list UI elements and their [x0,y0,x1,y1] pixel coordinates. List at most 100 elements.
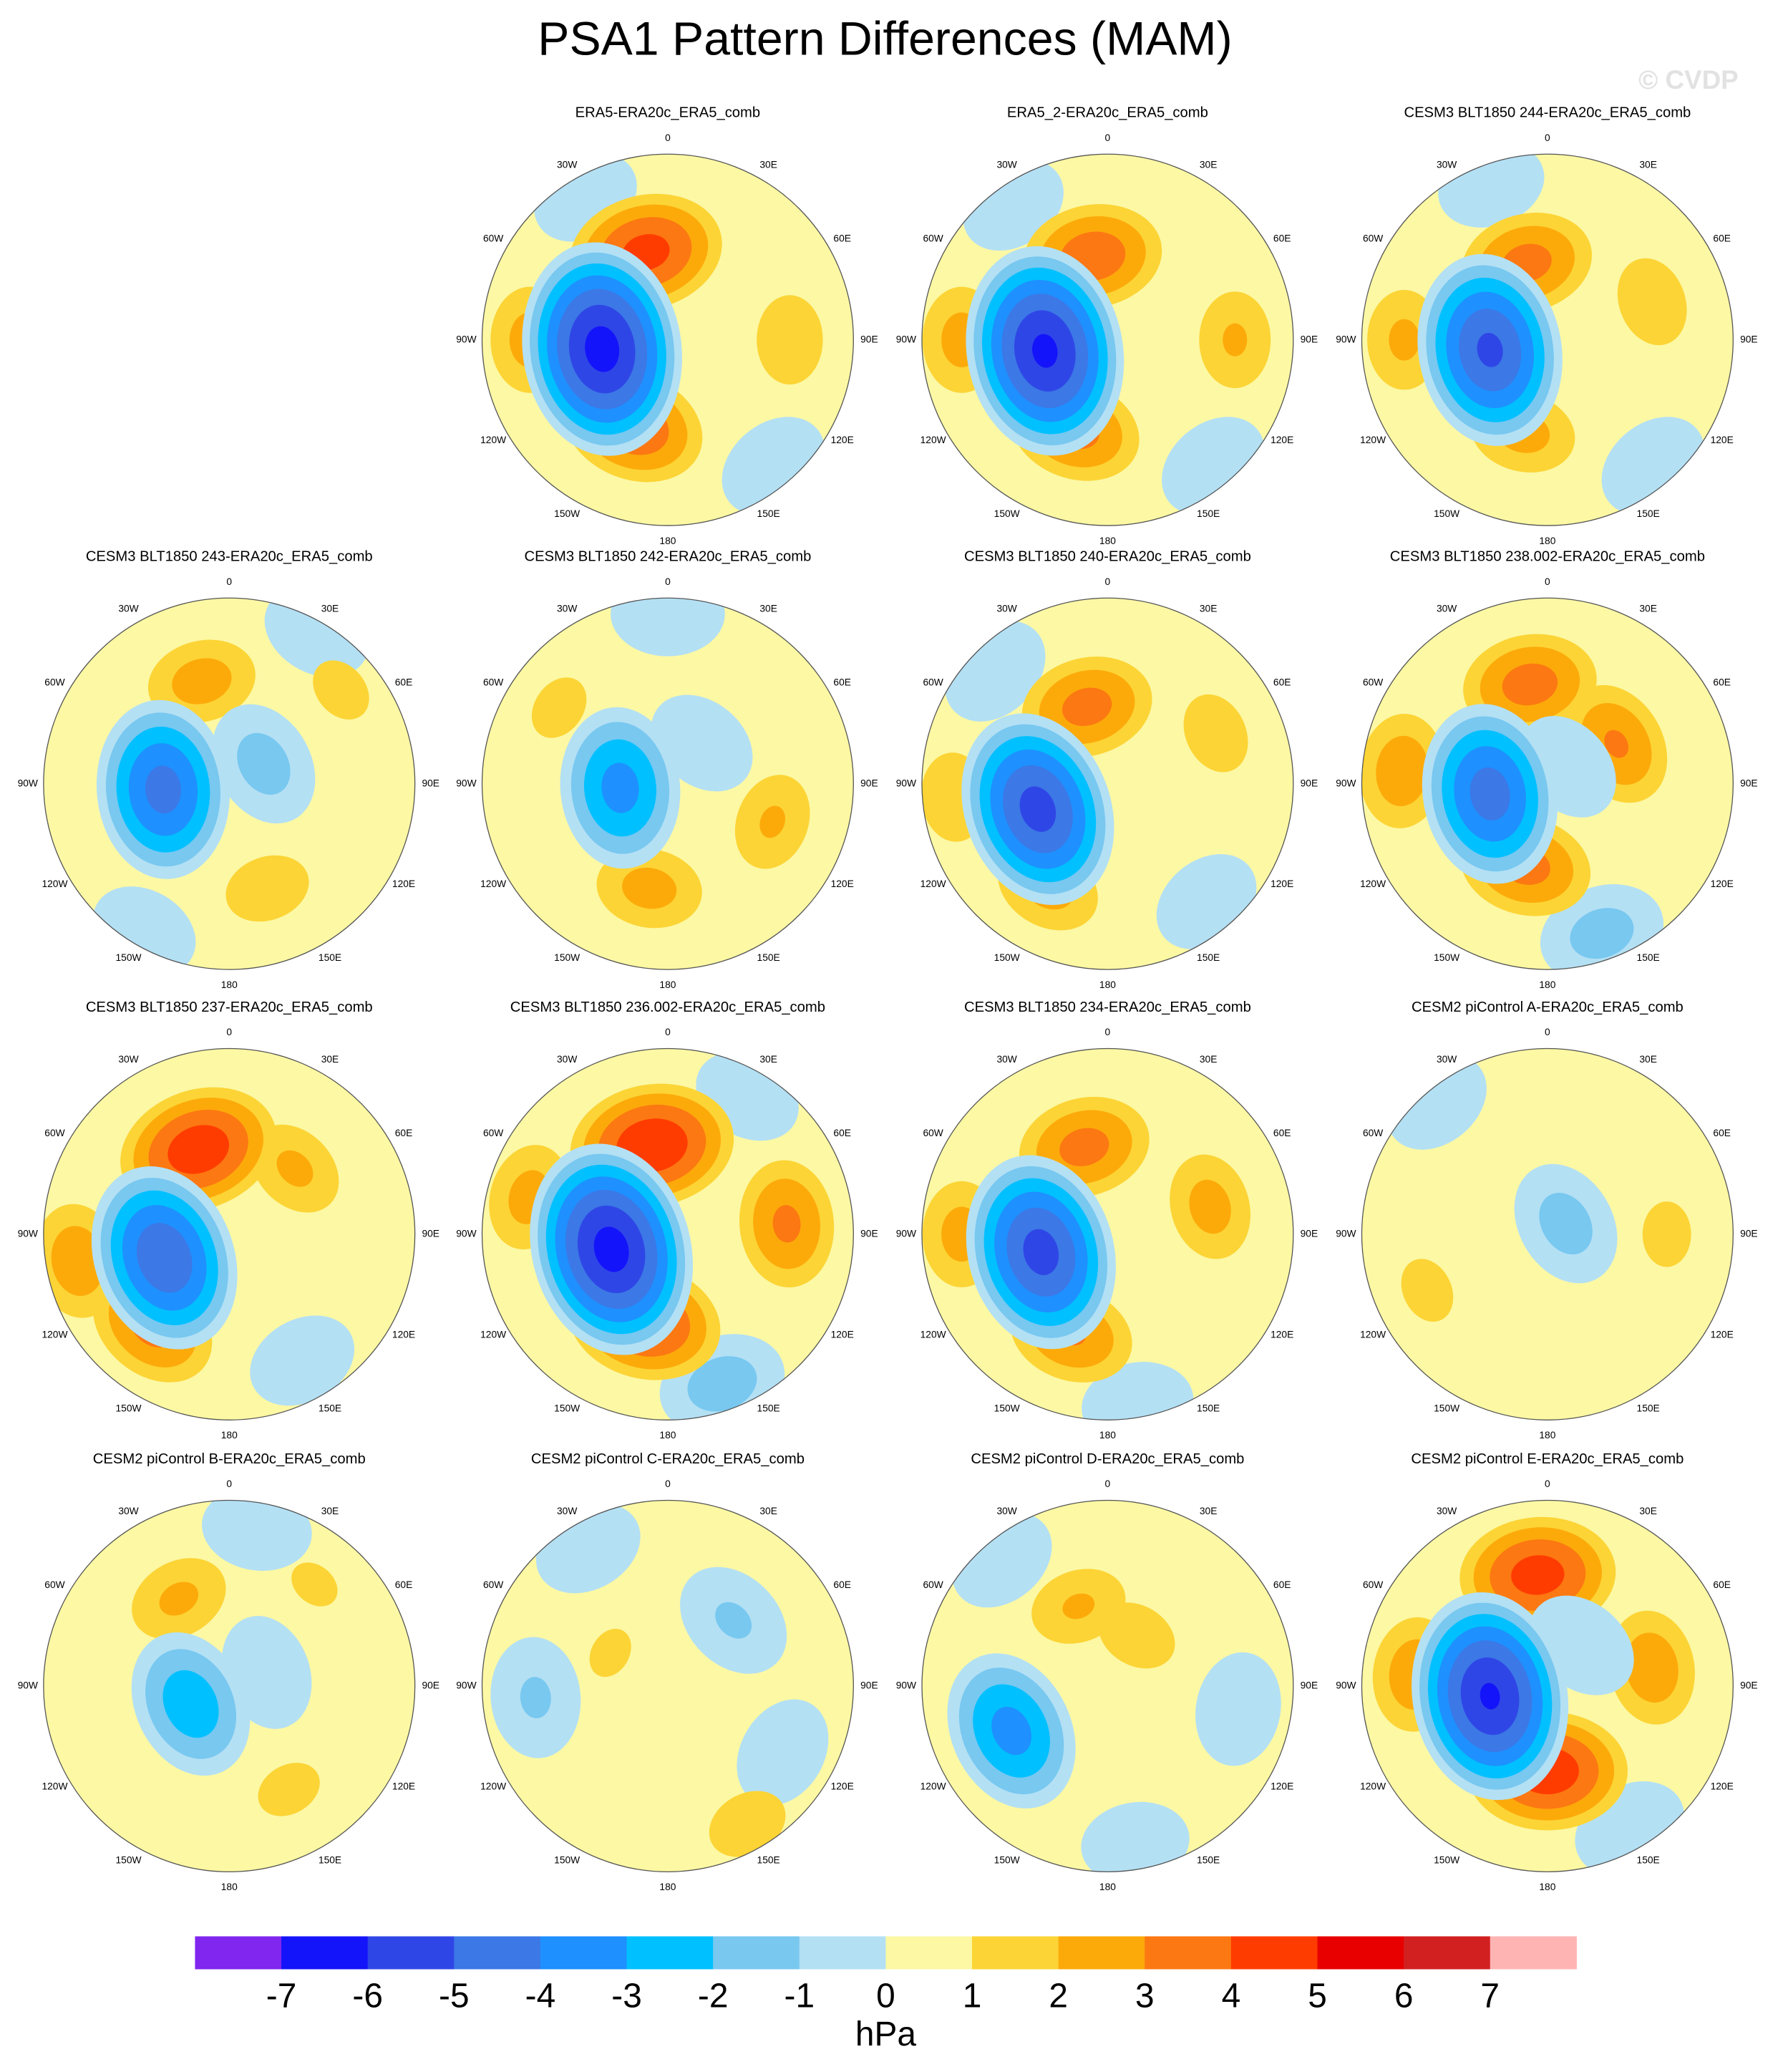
longitude-label: 60W [923,1128,943,1138]
contour-level [1617,258,1687,346]
longitude-label: 180 [1539,1882,1555,1892]
longitude-label: 90E [1740,778,1758,788]
longitude-label: 90W [896,778,916,788]
longitude-label: 90E [1301,778,1318,788]
longitude-label: 150W [554,952,580,963]
longitude-label: 60W [923,1579,943,1590]
map-panel: CESM3 BLT1850 236.002-ERA20c_ERA5_comb 0 3… [456,999,878,1441]
longitude-label: 30W [118,604,138,614]
map-panel: CESM3 BLT1850 242-ERA20c_ERA5_comb 0 30E 60… [456,549,878,990]
longitude-label: 150E [1637,508,1660,519]
longitude-label: 120E [1271,1781,1293,1791]
colorbar-tick-label: 3 [1135,1977,1155,2015]
map-panel: CESM3 BLT1850 237-ERA20c_ERA5_comb 0 30E 60… [18,999,439,1441]
longitude-label: 120W [42,1329,67,1340]
longitude-label: 150W [994,952,1020,963]
map-panel: CESM2 piControl D-ERA20c_ERA5_comb 0 30E 60… [896,1451,1318,1892]
longitude-label: 90E [860,778,878,788]
longitude-label: 150E [1197,508,1220,519]
contour-field [43,598,415,970]
longitude-label: 90W [1336,778,1356,788]
longitude-label: 60W [483,677,503,688]
longitude-label: 120W [1360,1781,1386,1791]
contour-level [757,295,823,385]
contour-level [520,1677,551,1718]
longitude-label: 30E [759,1054,777,1065]
longitude-label: 120E [1711,878,1734,889]
longitude-label: 150E [757,1854,780,1865]
longitude-label: 60E [1273,677,1291,688]
longitude-label: 150W [1434,1854,1459,1865]
longitude-label: 0 [226,1027,232,1037]
longitude-label: 0 [1105,132,1111,143]
longitude-label: 150E [319,1403,341,1413]
contour-level [1189,1179,1231,1234]
longitude-label: 0 [226,576,232,587]
longitude-label: 0 [1105,1027,1111,1037]
panel-title: ERA5-ERA20c_ERA5_comb [575,105,760,121]
map-border [481,153,854,526]
panel-title: CESM2 piControl E-ERA20c_ERA5_comb [1411,1451,1684,1467]
contour-level [589,1629,631,1678]
colorbar-tick-label: -2 [698,1977,729,2015]
contour-level [1098,1602,1175,1669]
map-border [481,1499,854,1872]
colorbar-tick-label: 0 [876,1977,895,2015]
contour-level [611,598,725,657]
longitude-label: 180 [1099,1882,1116,1892]
longitude-label: 30E [759,160,777,170]
colorbar-swatch [1058,1936,1145,1970]
longitude-label: 60W [1363,233,1383,244]
longitude-label: 90W [456,778,476,788]
contour-field [43,1048,415,1420]
longitude-label: 120E [392,1329,415,1340]
longitude-label: 150E [1637,1403,1660,1413]
longitude-label: 120E [392,1781,415,1791]
longitude-label: 90E [1301,1229,1318,1239]
longitude-label: 60E [1273,233,1291,244]
contour-level [1032,334,1058,368]
contour-level [1502,663,1558,706]
longitude-label: 120W [1360,435,1386,445]
colorbar-tick-label: 1 [963,1977,982,2015]
colorbar-swatch [281,1936,369,1970]
map-panel: CESM3 BLT1850 234-ERA20c_ERA5_comb 0 30E 60… [896,999,1318,1441]
colorbar-tick-label: -5 [439,1977,470,2015]
contour-field [43,1500,415,1872]
contour-level [1480,1683,1500,1710]
longitude-label: 120W [42,1781,67,1791]
map-panel: ERA5_2-ERA20c_ERA5_comb 0 30E 60E 90E 120E 150… [896,105,1318,546]
longitude-label: 30E [1200,160,1218,170]
contour-field [921,1500,1293,1872]
longitude-label: 30E [1200,1506,1218,1516]
longitude-label: 60W [483,233,503,244]
longitude-label: 120W [42,878,67,889]
longitude-label: 90W [456,334,476,344]
map-border [1361,597,1734,970]
longitude-label: 60W [483,1128,503,1138]
longitude-label: 150W [554,1403,580,1413]
longitude-label: 150E [1637,952,1660,963]
longitude-label: 90W [456,1680,476,1691]
longitude-label: 90W [896,1680,916,1691]
contour-field [482,1048,854,1420]
longitude-label: 30E [1639,160,1657,170]
longitude-label: 60W [923,677,943,688]
map-panel: ERA5-ERA20c_ERA5_comb 0 30E 60E 90E 120E 150E 1… [456,105,878,546]
contour-level [1082,1362,1194,1420]
longitude-label: 30E [1639,1506,1657,1516]
longitude-label: 60W [1363,1579,1383,1590]
longitude-label: 90E [422,1229,439,1239]
longitude-label: 120E [1271,1329,1293,1340]
longitude-label: 30W [1437,1506,1457,1516]
longitude-label: 0 [665,1478,671,1489]
longitude-label: 60E [833,677,851,688]
contour-field [482,154,854,526]
longitude-label: 60E [833,1579,851,1590]
contour-level [167,1125,229,1174]
map-panel: CESM2 piControl C-ERA20c_ERA5_comb 0 30E 60… [456,1451,878,1892]
contour-level [593,1226,629,1272]
colorbar-tick-label: 2 [1049,1977,1068,2015]
longitude-label: 90W [18,778,38,788]
